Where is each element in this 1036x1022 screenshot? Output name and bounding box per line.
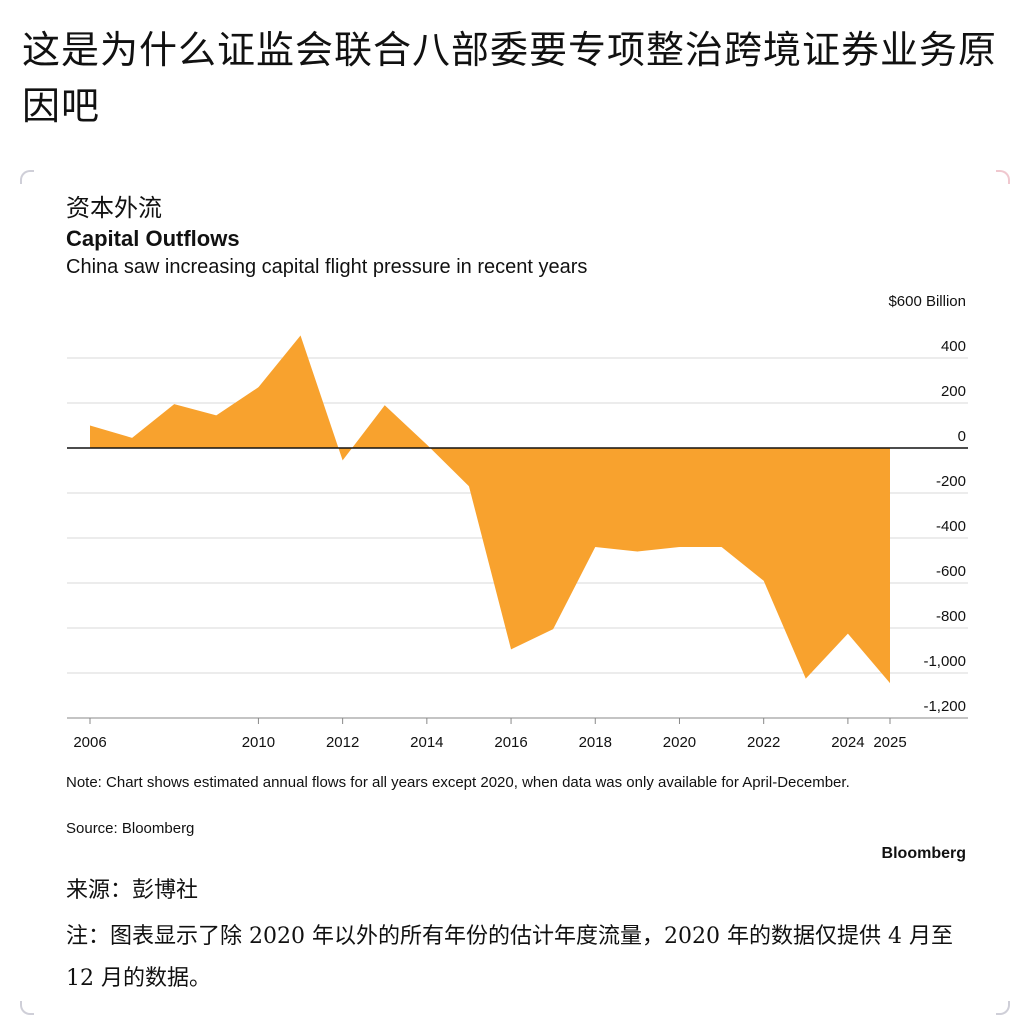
card-corner <box>20 170 34 184</box>
y-tick-label: -400 <box>936 518 966 535</box>
chinese-note: 注：图表显示了除 2020 年以外的所有年份的估计年度流量，2020 年的数据仅… <box>66 924 953 991</box>
chart-note: Note: Chart shows estimated annual flows… <box>66 774 850 791</box>
outflow-area <box>90 335 890 684</box>
x-tick-label: 2010 <box>242 734 275 751</box>
post-title: 这是为什么证监会联合八部委要专项整治跨境证券业务原因吧 <box>22 28 998 128</box>
chart-subtitle: China saw increasing capital flight pres… <box>66 256 588 278</box>
x-tick-label: 2024 <box>831 734 864 751</box>
y-tick-label: -200 <box>936 473 966 490</box>
chart-source: Source: Bloomberg <box>66 820 195 837</box>
x-tick-label: 2016 <box>494 734 527 751</box>
x-tick-label: 2025 <box>873 734 906 751</box>
x-tick-label: 2006 <box>73 734 106 751</box>
x-tick-label: 2022 <box>747 734 780 751</box>
chart-title: Capital Outflows <box>66 226 240 251</box>
card-corner <box>996 170 1010 184</box>
y-tick-label: 400 <box>941 338 966 355</box>
x-tick-label: 2012 <box>326 734 359 751</box>
y-tick-label: 0 <box>958 428 966 445</box>
bloomberg-logo: Bloomberg <box>881 845 966 862</box>
chinese-source: 来源：彭博社 <box>66 878 199 903</box>
x-tick-label: 2014 <box>410 734 443 751</box>
y-tick-label: -1,000 <box>923 653 966 670</box>
y-tick-label: -600 <box>936 563 966 580</box>
y-tick-label: $600 Billion <box>888 293 966 310</box>
x-tick-label: 2020 <box>663 734 696 751</box>
y-tick-label: -1,200 <box>923 698 966 715</box>
card-corner <box>996 1001 1010 1015</box>
y-tick-label: 200 <box>941 383 966 400</box>
card-corner <box>20 1001 34 1015</box>
y-tick-label: -800 <box>936 608 966 625</box>
chart-chinese-title: 资本外流 <box>66 194 162 222</box>
x-tick-label: 2018 <box>579 734 612 751</box>
